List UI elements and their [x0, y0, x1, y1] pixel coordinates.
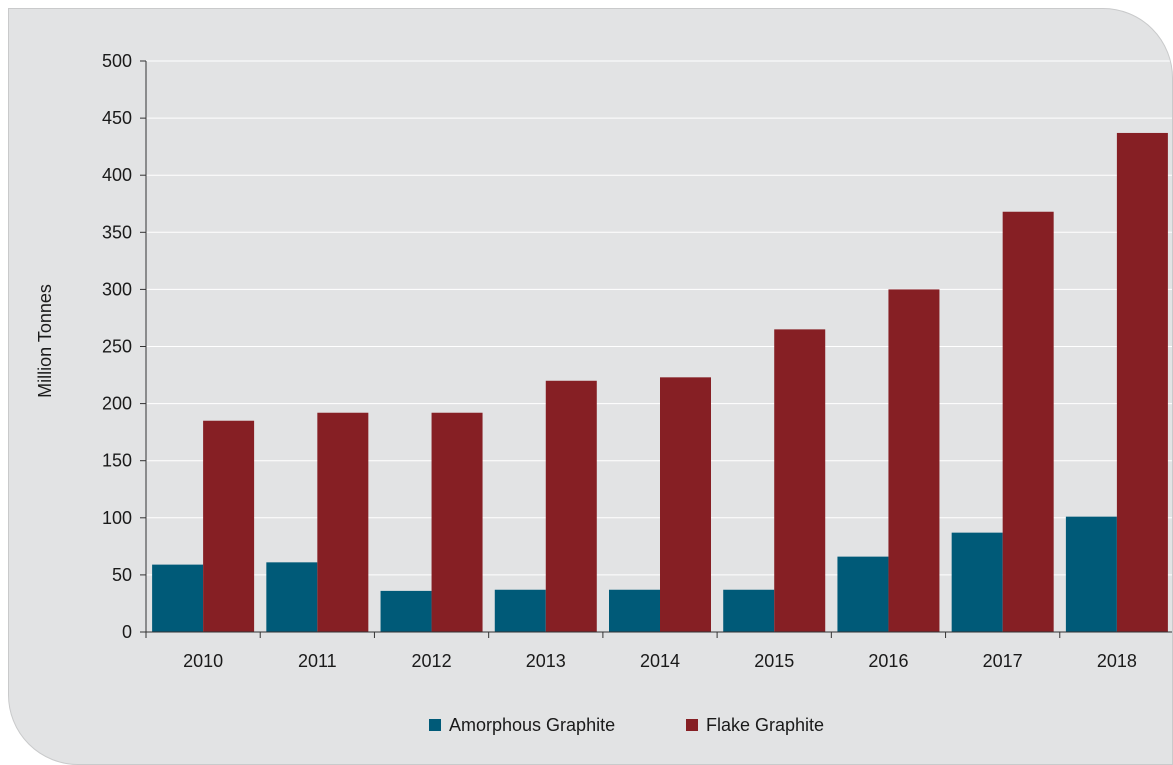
y-tick-label: 500 [102, 51, 132, 71]
bar-amorphous-2018 [1065, 516, 1117, 632]
bar-amorphous-2011 [266, 562, 318, 632]
x-tick-label: 2014 [640, 651, 680, 671]
x-tick-label: 2015 [754, 651, 794, 671]
y-tick-label: 300 [102, 279, 132, 299]
chart-panel: 0 50 100 150 200 250 300 350 400 450 500 2010 2011 20… [8, 8, 1173, 765]
legend: Amorphous Graphite Flake Graphite [429, 715, 824, 735]
y-tick-label: 450 [102, 108, 132, 128]
bars [152, 132, 1168, 633]
bar-flake-2015 [774, 329, 826, 632]
y-tick-label: 100 [102, 508, 132, 528]
bar-flake-2011 [317, 412, 369, 632]
bar-flake-2010 [203, 420, 255, 632]
y-tick-label: 350 [102, 222, 132, 242]
y-tick-label: 250 [102, 337, 132, 357]
x-tick-label: 2016 [868, 651, 908, 671]
legend-label-flake: Flake Graphite [706, 715, 824, 735]
bar-amorphous-2013 [494, 589, 546, 632]
bar-amorphous-2016 [837, 556, 889, 632]
y-tick-label: 200 [102, 394, 132, 414]
bar-chart: 0 50 100 150 200 250 300 350 400 450 500 2010 2011 20… [35, 51, 1172, 735]
y-tick-label: 400 [102, 165, 132, 185]
bar-flake-2012 [431, 412, 483, 632]
legend-label-amorphous: Amorphous Graphite [449, 715, 615, 735]
bar-amorphous-2010 [152, 564, 204, 632]
x-tick-label: 2010 [183, 651, 223, 671]
bar-amorphous-2017 [951, 532, 1003, 632]
x-tick-label: 2012 [412, 651, 452, 671]
legend-swatch-amorphous [429, 719, 441, 731]
bar-flake-2017 [1002, 211, 1054, 632]
bar-flake-2018 [1116, 132, 1168, 633]
bar-flake-2013 [545, 380, 597, 632]
y-axis-title: Million Tonnes [35, 284, 55, 398]
x-tick-label: 2018 [1097, 651, 1137, 671]
x-tick-label: 2013 [526, 651, 566, 671]
legend-swatch-flake [686, 719, 698, 731]
bar-flake-2014 [660, 377, 711, 632]
bar-amorphous-2014 [609, 589, 660, 632]
bar-amorphous-2015 [723, 589, 775, 632]
axes: 0 50 100 150 200 250 300 350 400 450 500 2010 2011 20… [102, 51, 1172, 671]
bar-flake-2016 [888, 289, 940, 632]
y-tick-label: 150 [102, 451, 132, 471]
x-tick-label: 2017 [983, 651, 1023, 671]
x-tick-label: 2011 [298, 651, 337, 671]
y-tick-label: 50 [112, 565, 132, 585]
y-tick-label: 0 [122, 622, 132, 642]
bar-amorphous-2012 [380, 590, 432, 632]
